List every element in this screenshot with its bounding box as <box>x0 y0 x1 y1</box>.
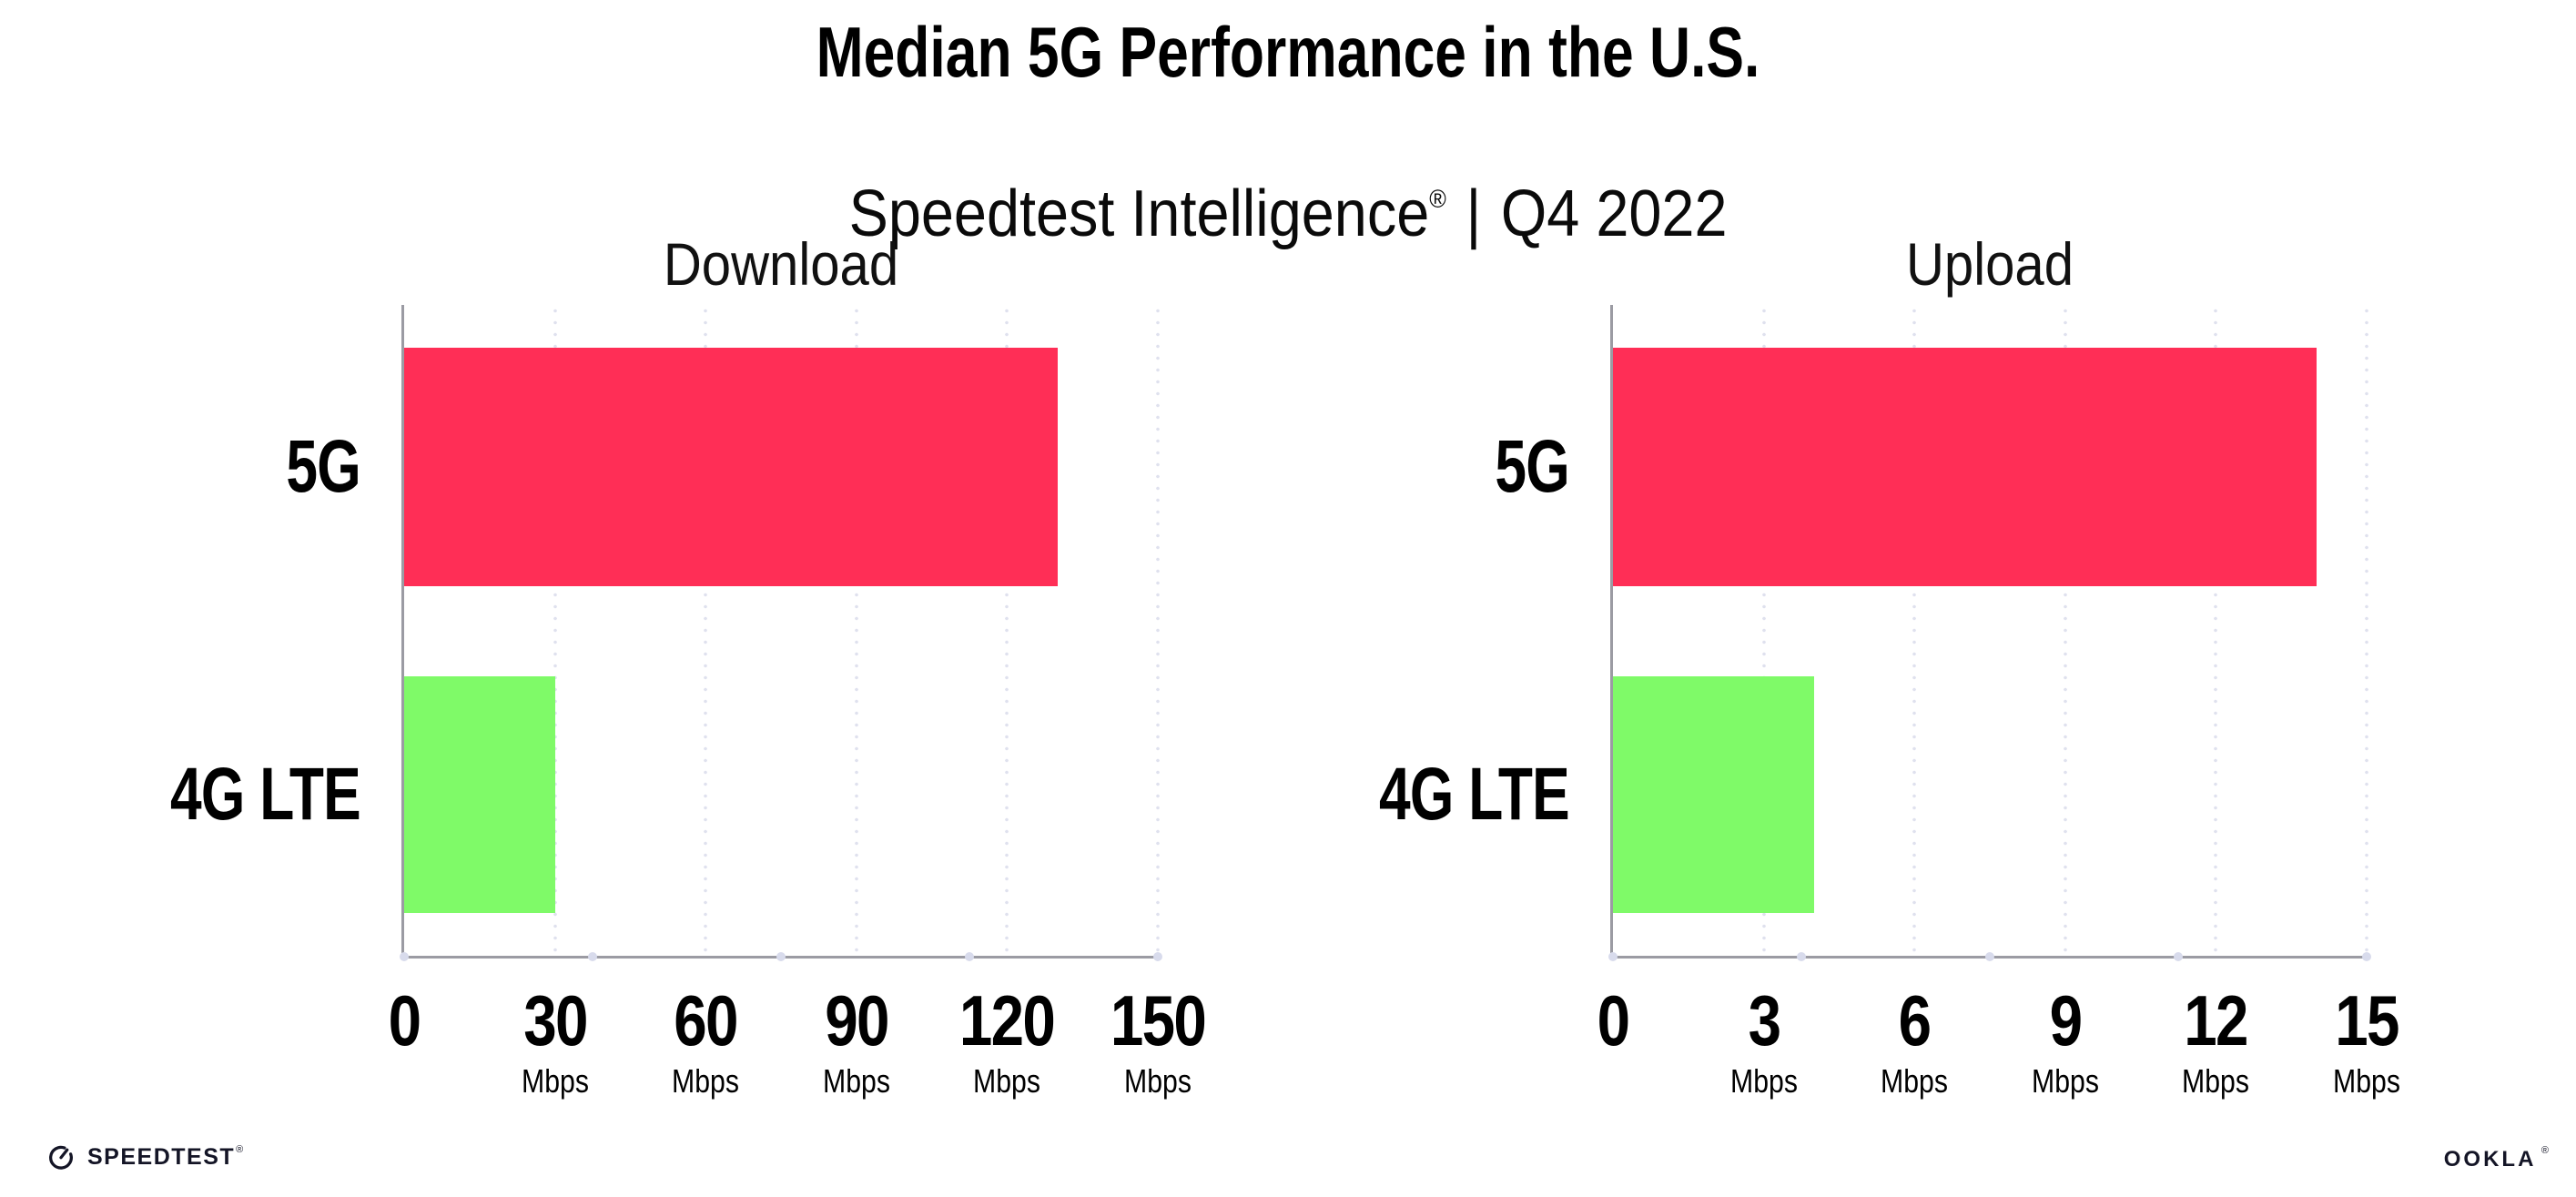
gridline-download-60 <box>704 305 708 956</box>
tick-value: 3 <box>1748 980 1780 1060</box>
subtitle-separator: | <box>1465 178 1482 250</box>
ookla-logo: OOKLA ® <box>2443 1144 2549 1172</box>
tick-label-download-120: 120 Mbps <box>923 985 1091 1098</box>
tick-value: 9 <box>2049 980 2082 1060</box>
tick-unit: Mbps <box>2031 1062 2099 1100</box>
chart-title-download: Download <box>663 230 899 298</box>
tick-label-download-90: 90 Mbps <box>772 985 940 1098</box>
gridline-download-120 <box>1005 305 1009 956</box>
bar-4g-lte-download <box>404 676 555 913</box>
speedtest-logo: SPEEDTEST ® <box>46 1141 243 1172</box>
axis-tick-dot <box>965 952 974 961</box>
tick-unit: Mbps <box>822 1062 890 1100</box>
tick-label-download-150: 150 Mbps <box>1074 985 1242 1098</box>
tick-label-upload-15: 15 Mbps <box>2283 985 2451 1098</box>
subtitle-brand: Speedtest Intelligence <box>848 178 1430 250</box>
page-title: Median 5G Performance in the U.S. <box>0 11 2576 94</box>
tick-label-download-0: 0 <box>320 985 489 1056</box>
tick-unit: Mbps <box>672 1062 740 1100</box>
axis-tick-dot <box>1153 952 1162 961</box>
tick-value: 90 <box>825 980 889 1060</box>
gridline-upload-12 <box>2214 305 2218 956</box>
gridline-download-30 <box>553 305 557 956</box>
category-label-5g-upload: 5G <box>1495 425 1569 508</box>
tick-value: 120 <box>959 980 1056 1060</box>
tick-unit: Mbps <box>1124 1062 1192 1100</box>
axis-tick-dot <box>1608 952 1618 961</box>
gridline-upload-15 <box>2365 305 2368 956</box>
registered-trademark-icon: ® <box>1429 185 1446 213</box>
axis-tick-dot <box>1797 952 1806 961</box>
axis-tick-dot <box>2174 952 2183 961</box>
tick-label-upload-3: 3 Mbps <box>1679 985 1848 1098</box>
gridline-download-150 <box>1156 305 1160 956</box>
gridline-upload-9 <box>2063 305 2067 956</box>
tick-unit: Mbps <box>2182 1062 2250 1100</box>
tick-value: 60 <box>674 980 738 1060</box>
tick-value: 0 <box>388 980 421 1060</box>
tick-label-upload-12: 12 Mbps <box>2132 985 2300 1098</box>
tick-label-upload-6: 6 Mbps <box>1831 985 1999 1098</box>
tick-unit: Mbps <box>2333 1062 2400 1100</box>
gridline-download-90 <box>854 305 858 956</box>
tick-unit: Mbps <box>1729 1062 1798 1100</box>
tick-unit: Mbps <box>973 1062 1041 1100</box>
speedtest-registered-mark: ® <box>236 1144 244 1155</box>
tick-value: 6 <box>1898 980 1932 1060</box>
page-subtitle: Speedtest Intelligence® | Q4 2022 <box>0 177 2576 251</box>
y-axis-line-upload <box>1610 305 1613 959</box>
tick-label-download-30: 30 Mbps <box>471 985 639 1098</box>
tick-value: 15 <box>2335 980 2399 1060</box>
chart-title-upload: Upload <box>1905 230 2074 298</box>
subtitle-period: Q4 2022 <box>1500 178 1728 250</box>
y-axis-line-download <box>401 305 404 959</box>
bar-4g-lte-upload <box>1613 676 1814 913</box>
page-title-text: Median 5G Performance in the U.S. <box>816 12 1760 92</box>
tick-value: 150 <box>1110 980 1207 1060</box>
gridline-upload-6 <box>1912 305 1917 956</box>
axis-tick-dot <box>1985 952 1994 961</box>
axis-tick-dot <box>588 952 597 961</box>
speedtest-wordmark: SPEEDTEST <box>87 1143 236 1170</box>
tick-unit: Mbps <box>521 1062 589 1100</box>
axis-tick-dot <box>400 952 409 961</box>
category-label-5g-download: 5G <box>286 425 360 508</box>
speedtest-gauge-icon <box>49 1145 73 1170</box>
bar-5g-download <box>404 348 1058 586</box>
tick-value: 0 <box>1597 980 1630 1060</box>
category-label-4g-lte-upload: 4G LTE <box>1379 753 1570 836</box>
page-subtitle-text: Speedtest Intelligence® | Q4 2022 <box>849 177 1728 251</box>
gridline-upload-3 <box>1761 305 1766 956</box>
tick-value: 30 <box>522 980 588 1060</box>
axis-tick-dot <box>776 952 786 961</box>
tick-value: 12 <box>2184 980 2249 1060</box>
tick-label-download-60: 60 Mbps <box>622 985 790 1098</box>
category-label-4g-lte-download: 4G LTE <box>170 753 361 836</box>
tick-label-upload-9: 9 Mbps <box>1981 985 2149 1098</box>
tick-unit: Mbps <box>1881 1062 1949 1100</box>
ookla-wordmark: OOKLA <box>2443 1147 2537 1172</box>
tick-label-upload-0: 0 <box>1529 985 1698 1056</box>
bar-5g-upload <box>1613 348 2317 586</box>
axis-tick-dot <box>2362 952 2371 961</box>
ookla-registered-mark: ® <box>2541 1144 2549 1156</box>
